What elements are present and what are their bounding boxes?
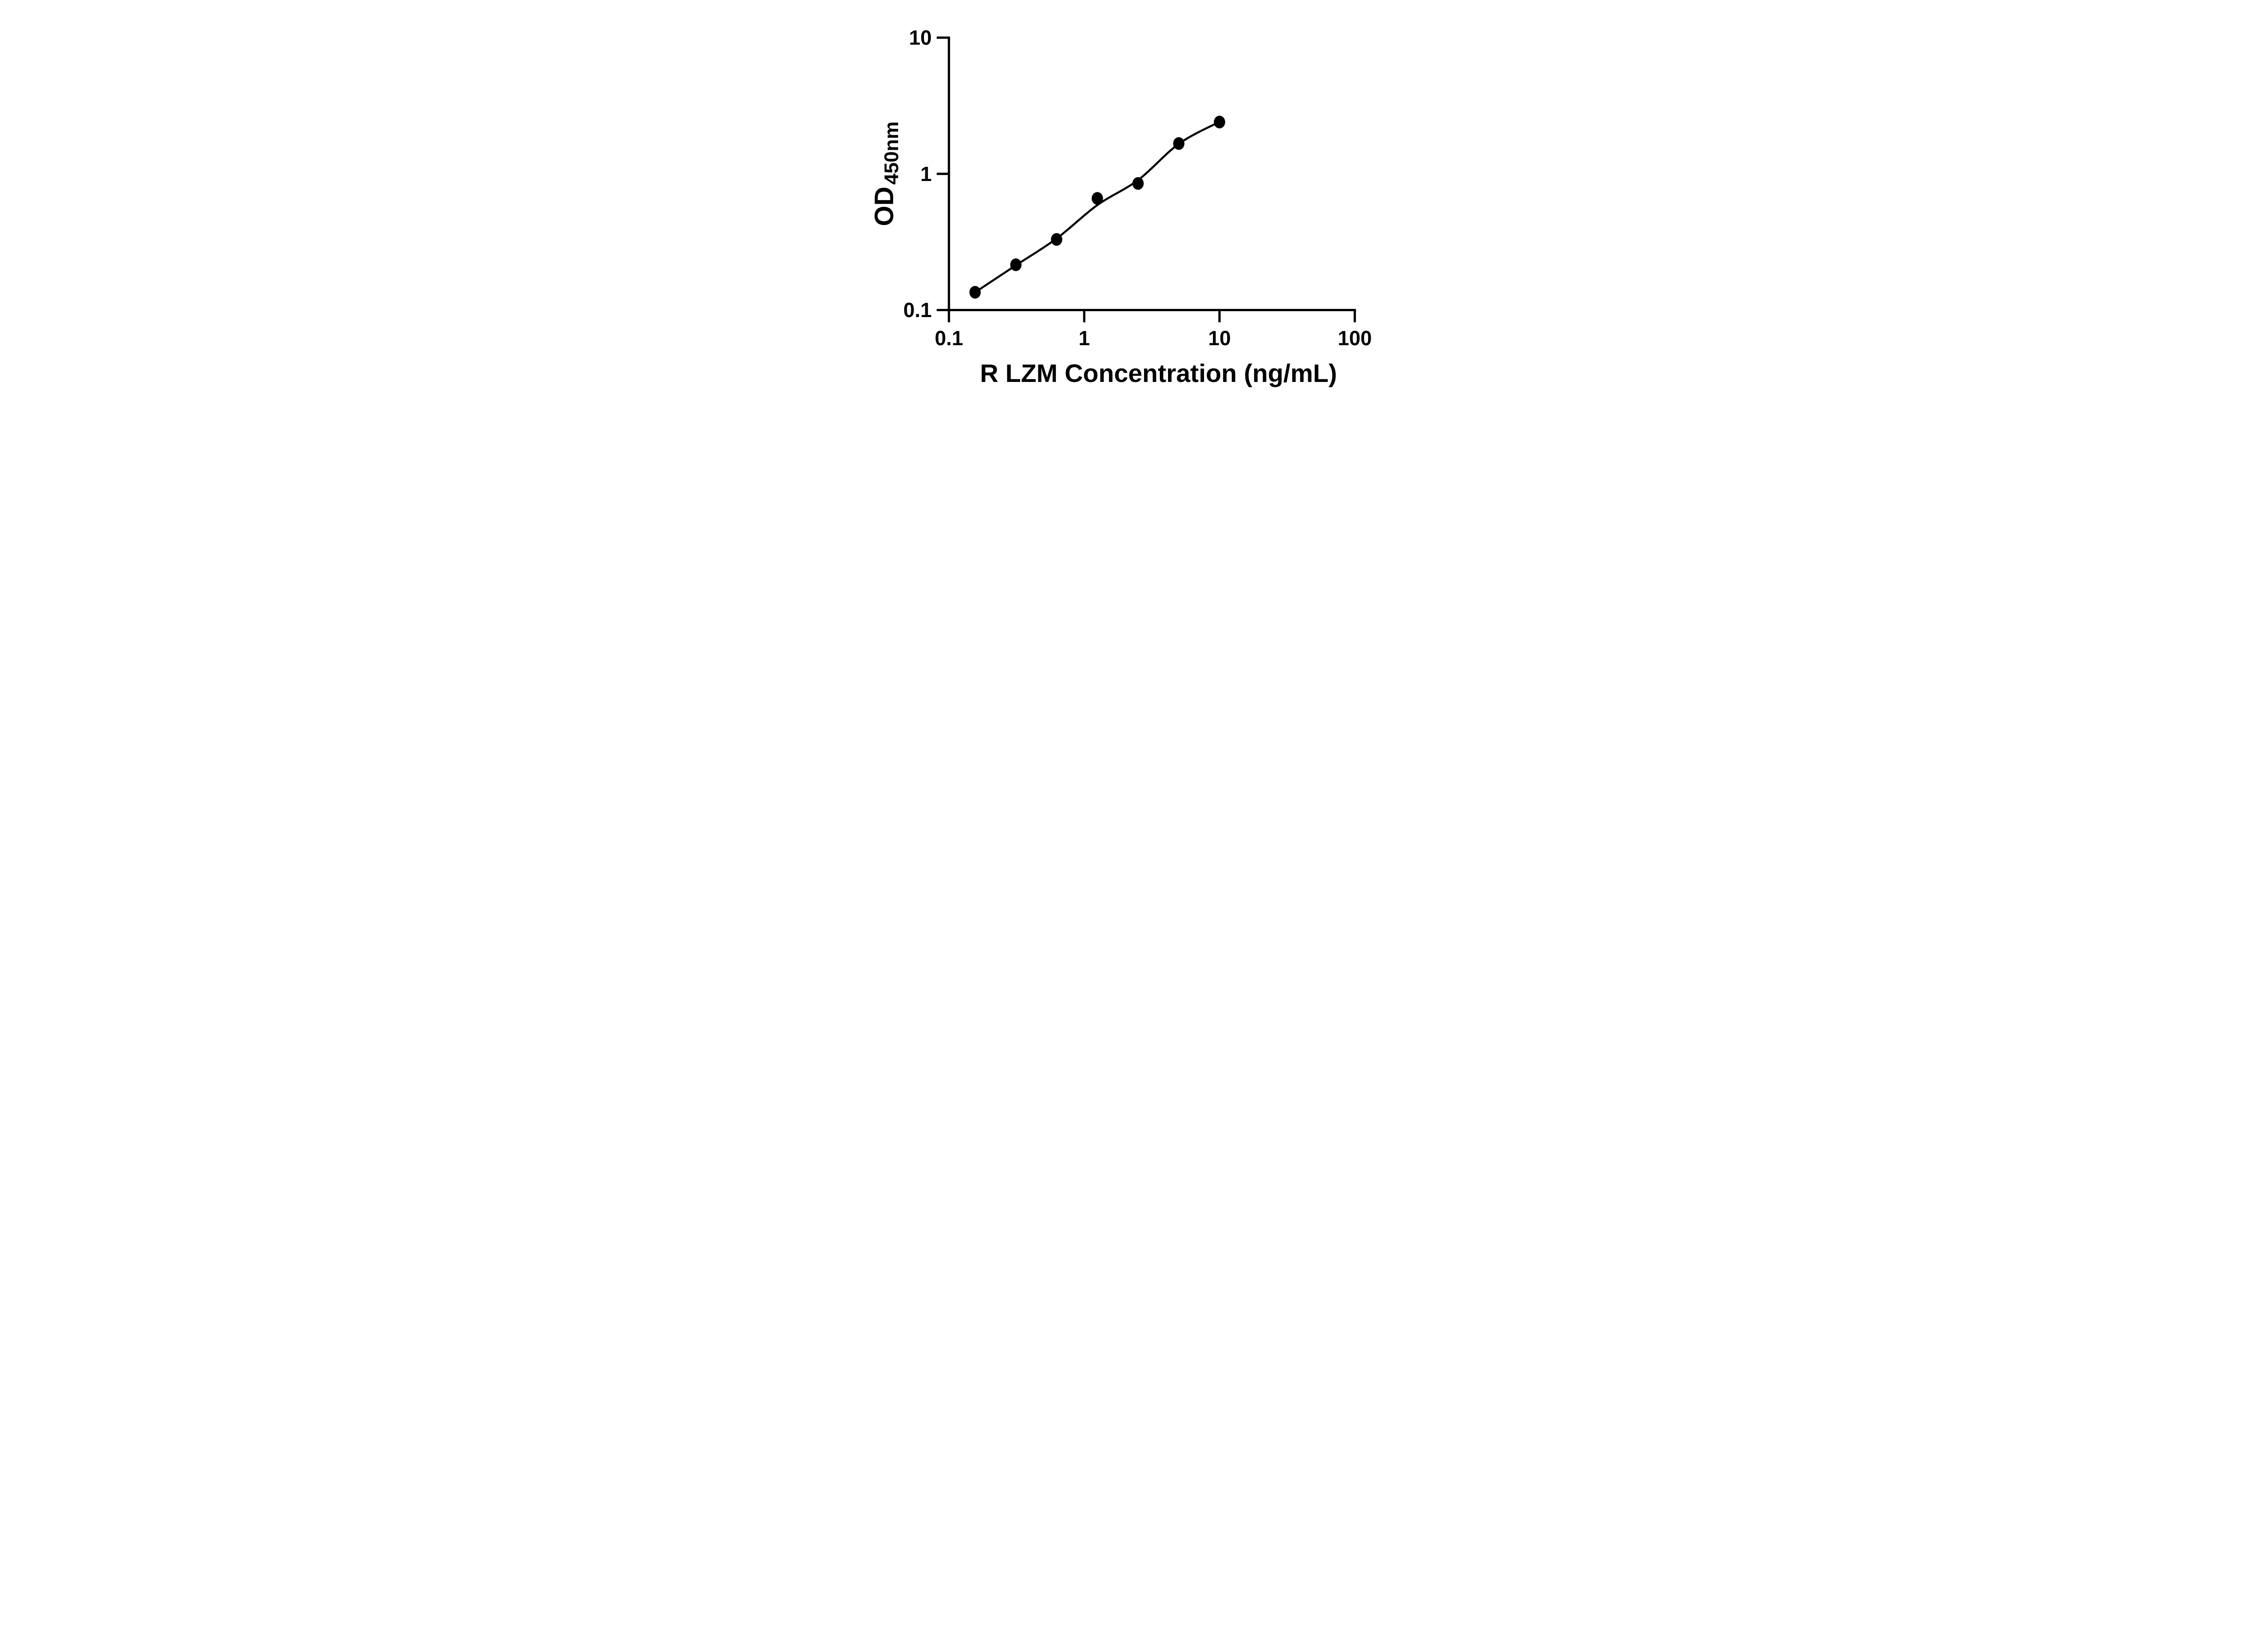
- y-axis-title: OD 450nm: [870, 122, 903, 226]
- data-point-1.25: [1091, 192, 1103, 205]
- x-tick-label-0.1: 0.1: [935, 327, 963, 350]
- data-layer: [969, 116, 1225, 299]
- y-tick-label-1: 1: [920, 162, 932, 186]
- x-tick-label-1: 1: [1079, 327, 1090, 350]
- y-tick-label-10: 10: [909, 26, 932, 49]
- chart-figure: 0.1 1 10 100 0.1 1 10 R LZM Concentration (ng/…: [848, 0, 1420, 408]
- data-point-0.625: [1051, 233, 1062, 246]
- axes-layer: 0.1 1 10 100 0.1 1 10: [903, 26, 1372, 350]
- data-point-10: [1214, 116, 1225, 129]
- x-tick-label-100: 100: [1338, 327, 1372, 350]
- y-axis-title-subscript: 450nm: [880, 122, 903, 185]
- data-point-0.3125: [1010, 258, 1022, 271]
- y-tick-label-0.1: 0.1: [903, 298, 932, 322]
- data-point-5: [1173, 137, 1185, 150]
- y-axis-title-main: OD: [870, 186, 899, 226]
- data-point-0.156: [969, 286, 981, 299]
- x-tick-label-10: 10: [1208, 327, 1231, 350]
- labels-layer: R LZM Concentration (ng/mL) OD 450nm: [870, 122, 1337, 387]
- x-axis-title: R LZM Concentration (ng/mL): [980, 359, 1337, 387]
- data-point-2.5: [1132, 177, 1144, 190]
- standard-curve-plot: 0.1 1 10 100 0.1 1 10 R LZM Concentration (ng/…: [870, 26, 1372, 388]
